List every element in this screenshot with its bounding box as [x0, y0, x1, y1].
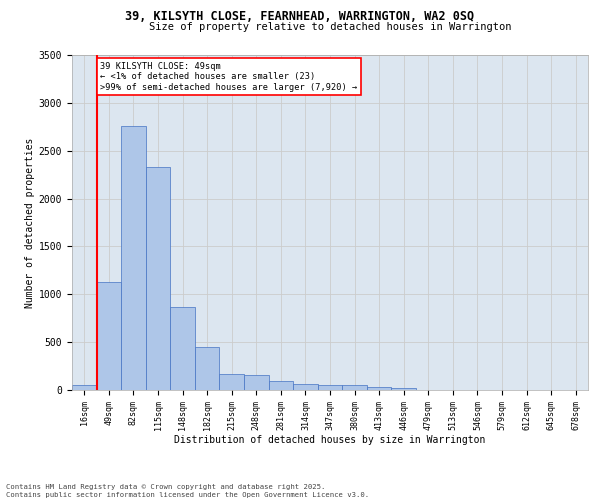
Bar: [244, 374, 269, 390]
Bar: [121, 126, 146, 390]
Text: 39 KILSYTH CLOSE: 49sqm
← <1% of detached houses are smaller (23)
>99% of semi-d: 39 KILSYTH CLOSE: 49sqm ← <1% of detache…: [100, 62, 358, 92]
Bar: [342, 384, 367, 390]
Bar: [220, 374, 244, 390]
Bar: [269, 382, 293, 390]
Bar: [146, 167, 170, 390]
Text: Contains HM Land Registry data © Crown copyright and database right 2025.
Contai: Contains HM Land Registry data © Crown c…: [6, 484, 369, 498]
Title: Size of property relative to detached houses in Warrington: Size of property relative to detached ho…: [149, 22, 511, 32]
Bar: [170, 306, 195, 390]
Bar: [367, 387, 391, 390]
Bar: [97, 282, 121, 390]
Bar: [293, 384, 318, 390]
Bar: [391, 388, 416, 390]
X-axis label: Distribution of detached houses by size in Warrington: Distribution of detached houses by size …: [175, 436, 485, 446]
Y-axis label: Number of detached properties: Number of detached properties: [25, 138, 35, 308]
Bar: [195, 347, 220, 390]
Bar: [318, 384, 342, 390]
Text: 39, KILSYTH CLOSE, FEARNHEAD, WARRINGTON, WA2 0SQ: 39, KILSYTH CLOSE, FEARNHEAD, WARRINGTON…: [125, 10, 475, 23]
Bar: [72, 385, 97, 390]
